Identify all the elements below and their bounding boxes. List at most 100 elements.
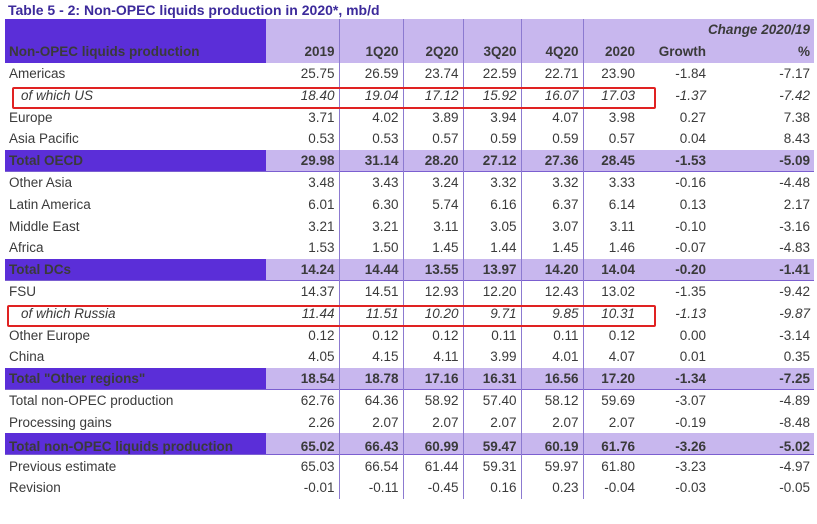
row-label: China (9, 349, 45, 365)
table-cell: -1.35 (639, 280, 710, 303)
table-cell: 19.04 (339, 84, 404, 107)
table-cell: 17.16 (403, 367, 464, 390)
table-cell: 6.16 (463, 193, 522, 216)
column-header-2020: 2020 (583, 40, 639, 63)
table-row-revision: Revision -0.01 -0.11 -0.45 0.16 0.23 -0.04 -0.0… (5, 476, 814, 499)
table-cell: 7.38 (783, 109, 810, 125)
table-cell: 14.24 (266, 258, 340, 281)
table-cell: 3.33 (583, 171, 639, 194)
table-cell: 59.31 (463, 454, 522, 477)
change-header: Change 2020/19 (639, 19, 814, 41)
production-table: Change 2020/19 Non-OPEC liquids productio… (5, 19, 814, 499)
table-cell: 6.37 (521, 193, 584, 216)
table-cell: -5.09 (710, 149, 814, 172)
row-label: of which US (21, 87, 94, 103)
table-cell: 4.11 (403, 345, 464, 368)
header-spacer (521, 19, 584, 41)
table-row-of-which-us: of which US 18.40 19.04 17.12 15.92 16.07 17.0… (5, 84, 814, 107)
table-cell: 4.02 (339, 106, 404, 128)
table-cell: 0.13 (679, 196, 706, 212)
row-label: Total non-OPEC liquids production (5, 433, 266, 455)
table-cell: -0.19 (675, 414, 706, 430)
row-label: Total OECD (5, 149, 266, 172)
table-cell: 18.54 (266, 367, 340, 390)
table-cell: 27.36 (521, 149, 584, 172)
table-cell: 1.50 (339, 236, 404, 259)
table-row-total-non-opec-production: Total non-OPEC production 62.76 64.36 58.92… (5, 389, 814, 412)
row-label: Total "Other regions" (5, 367, 266, 390)
table-title: Table 5 - 2: Non-OPEC liquids production… (8, 2, 380, 18)
table-row-previous-estimate: Previous estimate 65.03 66.54 61.44 59.31 59.… (5, 454, 814, 477)
table-cell: -0.20 (639, 258, 710, 281)
table-cell: 22.59 (463, 62, 522, 85)
table-cell: 22.71 (521, 62, 584, 85)
table-cell: 27.12 (463, 149, 522, 172)
table-cell: 23.74 (403, 62, 464, 85)
table-cell: 9.85 (521, 302, 584, 325)
header-spacer (463, 19, 522, 41)
table-cell: 9.71 (463, 302, 522, 325)
table-cell: -4.89 (710, 389, 814, 412)
row-label: FSU (5, 280, 266, 303)
table-cell: 11.44 (266, 302, 340, 325)
table-cell: -7.25 (710, 367, 814, 390)
table-row-other-asia: Other Asia 3.48 3.43 3.24 3.32 3.32 3.33 -0.16-… (5, 171, 814, 194)
row-label: Total DCs (5, 258, 266, 281)
table-cell: 3.24 (403, 171, 464, 194)
table-cell: 13.02 (583, 280, 639, 303)
table-cell: 4.01 (521, 345, 584, 368)
table-cell: 0.11 (463, 324, 522, 346)
table-cell: 0.12 (608, 327, 635, 343)
table-cell: 0.23 (521, 476, 584, 499)
table-cell: 1.45 (521, 236, 584, 259)
table-cell: 23.90 (601, 65, 635, 81)
table-cell: 15.92 (463, 84, 522, 107)
table-cell: -3.26 (639, 433, 710, 455)
table-cell: -7.17 (779, 65, 810, 81)
table-cell: -0.04 (604, 480, 635, 496)
table-cell: 62.76 (266, 389, 340, 412)
table-cell: 17.12 (403, 84, 464, 107)
table-cell: 3.21 (339, 215, 404, 237)
table-cell: 3.32 (463, 171, 522, 194)
row-label: Middle East (9, 218, 80, 234)
table-cell: 0.27 (679, 109, 706, 125)
table-cell: 18.40 (266, 84, 340, 107)
table-cell: 6.01 (266, 193, 340, 216)
table-cell: 3.07 (521, 215, 584, 237)
table-cell: 61.76 (583, 433, 639, 455)
row-label: Previous estimate (5, 454, 266, 477)
table-cell: 1.44 (463, 236, 522, 259)
table-cell: -4.97 (710, 454, 814, 477)
table-row-total-dcs: Total DCs 14.24 14.44 13.55 13.97 14.20 14.04-… (5, 258, 814, 281)
table-cell: -0.10 (675, 218, 706, 234)
table-cell: -9.42 (710, 280, 814, 303)
table-cell: 3.05 (463, 215, 522, 237)
table-cell: -0.45 (403, 476, 464, 499)
row-label: Americas (9, 65, 66, 81)
table-row-africa: Africa 1.53 1.50 1.45 1.44 1.45 1.46 -0.07 -4.83 (5, 236, 814, 259)
row-label: Africa (9, 240, 44, 256)
table-cell: -3.07 (639, 389, 710, 412)
table-cell: -0.05 (779, 480, 810, 496)
table-row-china: China 4.05 4.15 4.11 3.99 4.01 4.07 0.01 0.35 (5, 345, 814, 368)
row-label: Total non-OPEC production (5, 389, 266, 412)
header-spacer (266, 19, 340, 41)
table-cell: -4.83 (779, 240, 810, 256)
table-cell: -1.37 (675, 87, 706, 103)
table-cell: 2.07 (521, 411, 584, 434)
table-cell: 17.20 (583, 367, 639, 390)
header-spacer (583, 19, 639, 41)
table-cell: 0.16 (463, 476, 522, 499)
table-cell: 57.40 (463, 389, 522, 412)
table-cell: 1.45 (403, 236, 464, 259)
table-cell: 3.48 (266, 171, 340, 194)
table-cell: 16.31 (463, 367, 522, 390)
table-cell: 6.14 (608, 196, 635, 212)
column-header-4q20: 4Q20 (521, 40, 584, 63)
table-cell: 65.02 (266, 433, 340, 455)
table-cell: 0.57 (608, 131, 635, 147)
table-cell: -1.13 (675, 305, 706, 321)
row-label: Revision (9, 480, 61, 496)
table-cell: 10.31 (601, 305, 635, 321)
